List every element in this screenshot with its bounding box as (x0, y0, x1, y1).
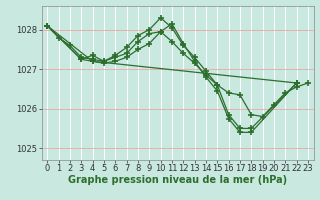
X-axis label: Graphe pression niveau de la mer (hPa): Graphe pression niveau de la mer (hPa) (68, 175, 287, 185)
